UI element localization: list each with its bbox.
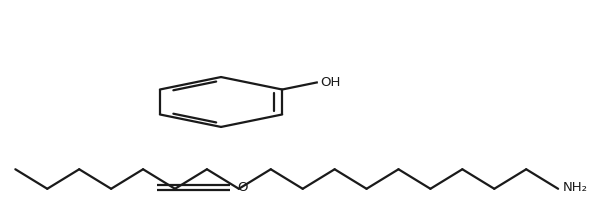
Text: O: O [238, 181, 248, 194]
Text: OH: OH [321, 76, 341, 89]
Text: NH₂: NH₂ [563, 181, 588, 194]
